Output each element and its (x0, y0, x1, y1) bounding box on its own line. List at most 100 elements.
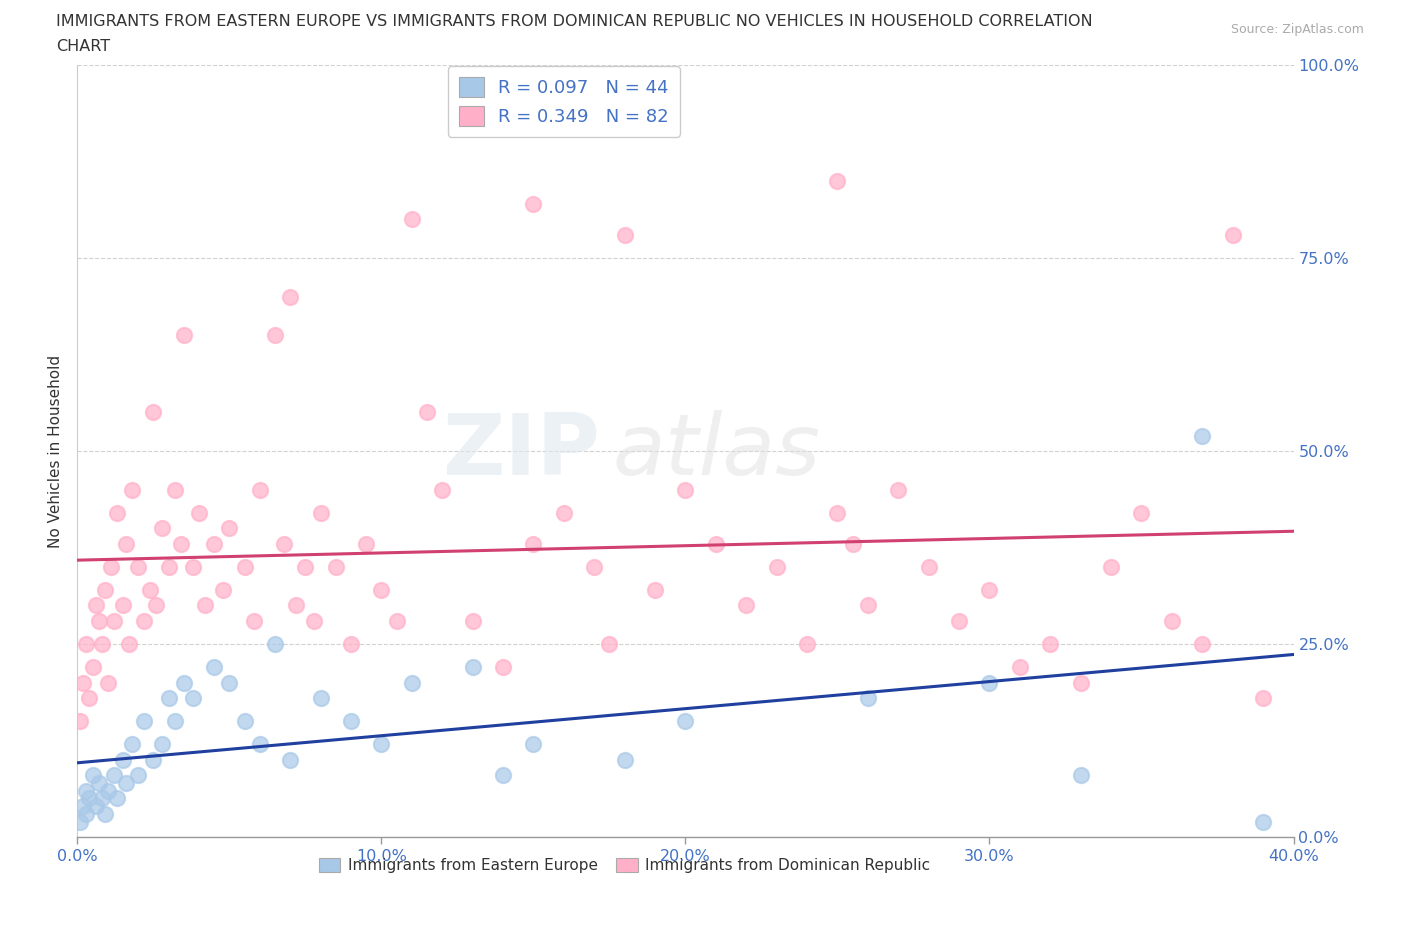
Point (93, 582, 115, 597)
Point (79, 691, 101, 706)
Point (242, 614, 264, 629)
Point (304, 614, 326, 629)
Point (152, 737, 174, 751)
Point (553, 505, 575, 520)
Point (121, 737, 143, 751)
Text: Source: ZipAtlas.com: Source: ZipAtlas.com (1230, 23, 1364, 36)
Point (1070, 675, 1092, 690)
Point (69, 814, 91, 829)
Point (1130, 505, 1153, 520)
Point (613, 752, 636, 767)
Point (93, 806, 115, 821)
Point (644, 582, 666, 597)
Point (401, 212, 423, 227)
Point (127, 768, 149, 783)
Point (827, 505, 849, 520)
Point (1191, 428, 1213, 443)
Point (1222, 228, 1244, 243)
Point (249, 482, 271, 497)
Point (100, 559, 122, 574)
Point (385, 614, 408, 629)
Point (522, 737, 544, 751)
Point (218, 675, 240, 690)
Point (613, 228, 636, 243)
Point (294, 559, 316, 574)
Point (522, 196, 544, 211)
Point (181, 691, 204, 706)
Point (249, 737, 271, 751)
Point (325, 559, 347, 574)
Point (1191, 637, 1213, 652)
Point (918, 559, 941, 574)
Point (105, 505, 128, 520)
Point (127, 559, 149, 574)
Point (461, 614, 484, 629)
Point (163, 482, 186, 497)
Point (173, 675, 195, 690)
Point (118, 637, 141, 652)
Point (194, 598, 217, 613)
Point (675, 482, 697, 497)
Point (82, 768, 104, 783)
Point (90, 637, 112, 652)
Point (233, 714, 256, 729)
Point (103, 768, 125, 783)
Point (115, 776, 138, 790)
Point (1251, 814, 1274, 829)
Point (598, 637, 620, 652)
Point (856, 598, 879, 613)
Point (233, 559, 256, 574)
Point (97, 783, 120, 798)
Point (75, 637, 97, 652)
Point (202, 659, 225, 674)
Point (583, 559, 606, 574)
Point (492, 659, 515, 674)
Point (1251, 691, 1274, 706)
Point (309, 691, 332, 706)
Point (105, 790, 128, 805)
Point (75, 806, 97, 821)
Point (979, 582, 1001, 597)
Point (111, 598, 134, 613)
Text: IMMIGRANTS FROM EASTERN EUROPE VS IMMIGRANTS FROM DOMINICAN REPUBLIC NO VEHICLES: IMMIGRANTS FROM EASTERN EUROPE VS IMMIGR… (56, 14, 1092, 29)
Point (264, 637, 287, 652)
Legend: Immigrants from Eastern Europe, Immigrants from Dominican Republic: Immigrants from Eastern Europe, Immigran… (312, 852, 936, 880)
Point (139, 582, 162, 597)
Point (121, 482, 143, 497)
Point (278, 752, 301, 767)
Point (115, 537, 138, 551)
Point (416, 405, 439, 420)
Point (84, 799, 107, 814)
Point (841, 537, 863, 551)
Point (152, 521, 174, 536)
Point (157, 691, 180, 706)
Y-axis label: No Vehicles in Household: No Vehicles in Household (48, 354, 63, 548)
Point (90, 790, 112, 805)
Point (704, 537, 727, 551)
Point (765, 559, 787, 574)
Point (461, 659, 484, 674)
Point (97, 675, 120, 690)
Point (69, 714, 91, 729)
Point (1070, 768, 1092, 783)
Point (134, 714, 156, 729)
Point (401, 675, 423, 690)
Point (492, 768, 515, 783)
Point (827, 173, 849, 188)
Point (1161, 614, 1184, 629)
Point (87, 776, 110, 790)
Point (72, 675, 94, 690)
Point (72, 799, 94, 814)
Text: CHART: CHART (56, 39, 110, 54)
Point (273, 537, 295, 551)
Point (979, 675, 1001, 690)
Point (181, 559, 204, 574)
Point (145, 598, 167, 613)
Point (340, 637, 363, 652)
Point (75, 783, 97, 798)
Point (82, 659, 104, 674)
Point (948, 614, 970, 629)
Point (735, 598, 758, 613)
Point (87, 614, 110, 629)
Point (157, 559, 180, 574)
